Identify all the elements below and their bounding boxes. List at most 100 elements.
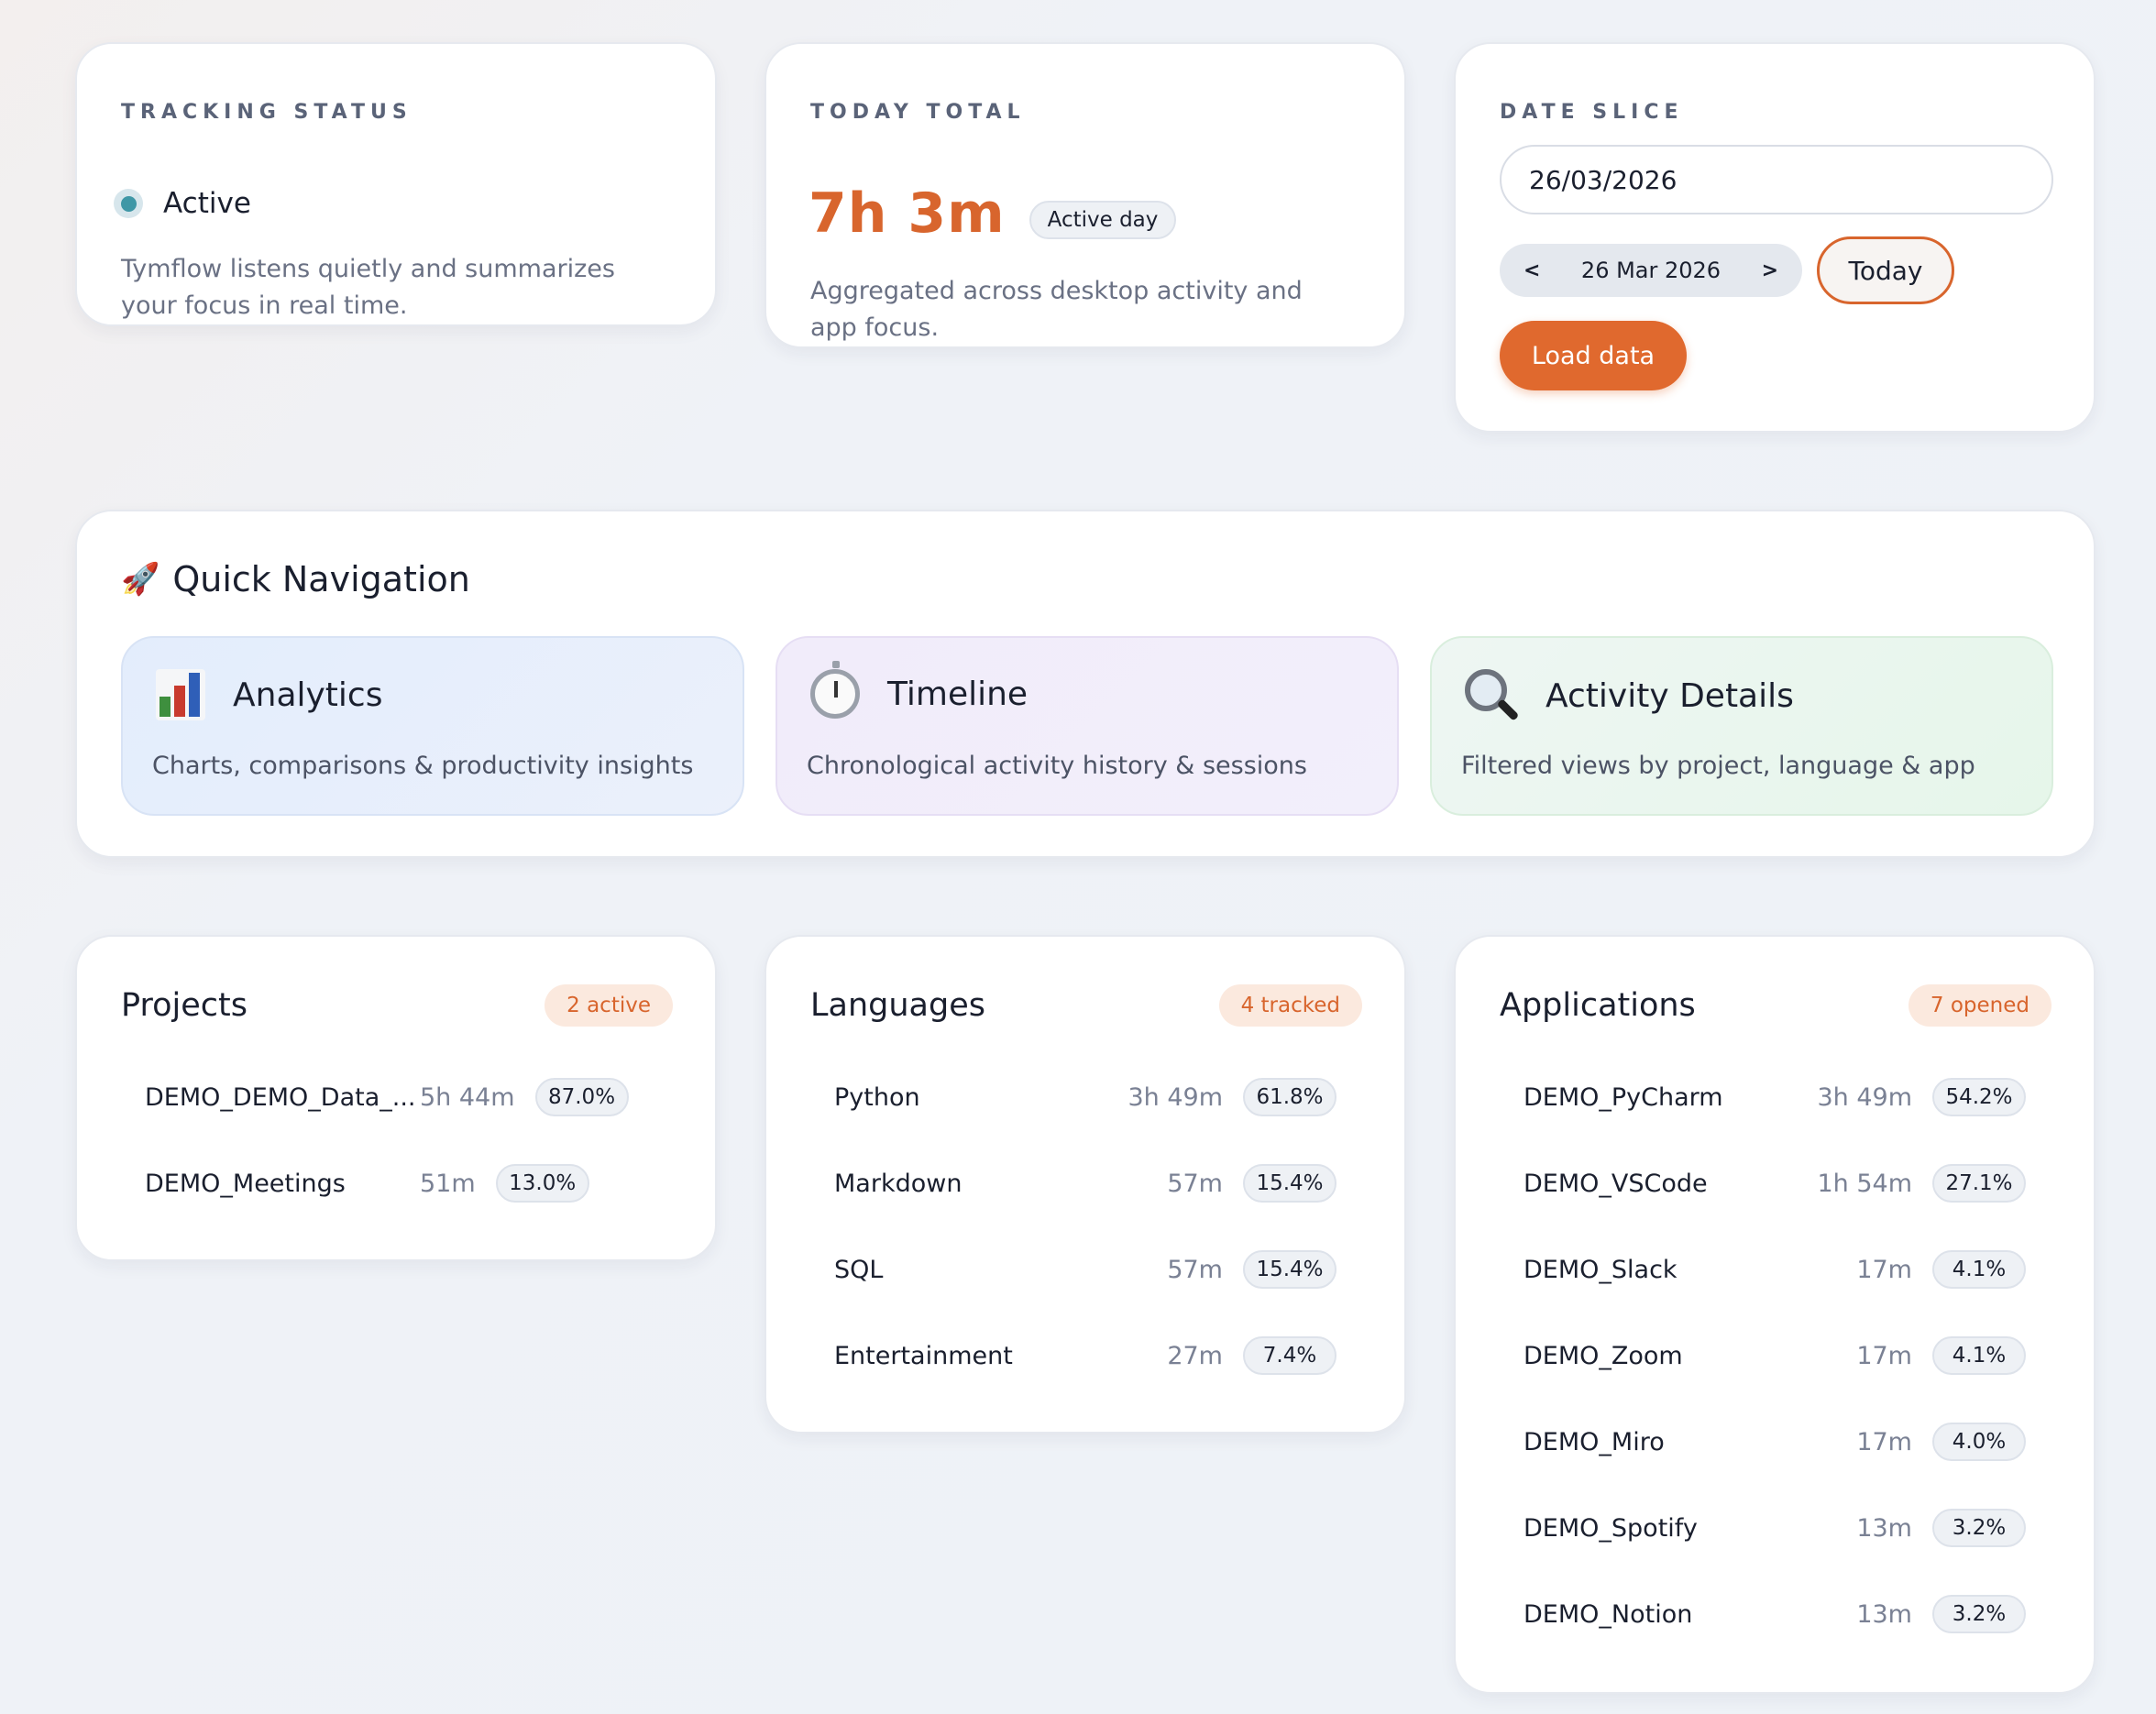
application-percent-badge: 3.2%	[1932, 1509, 2026, 1547]
tracking-status-kicker: TRACKING STATUS	[121, 101, 412, 124]
list-item[interactable]: DEMO_Spotify 13m 3.2%	[1524, 1505, 2026, 1551]
list-item[interactable]: DEMO_Notion 13m 3.2%	[1524, 1591, 2026, 1637]
next-day-button[interactable]: >	[1761, 258, 1778, 282]
current-date-label: 26 Mar 2026	[1580, 258, 1722, 283]
language-name: Python	[834, 1082, 920, 1112]
tracking-status-description-line2: your focus in real time.	[121, 291, 408, 320]
project-duration: 51m	[420, 1169, 476, 1198]
list-item[interactable]: DEMO_PyCharm 3h 49m 54.2%	[1524, 1074, 2026, 1120]
languages-header: Languages 4 tracked	[810, 984, 1362, 1027]
timeline-tile-description: Chronological activity history & session…	[807, 752, 1307, 780]
project-percent-badge: 87.0%	[534, 1078, 629, 1116]
application-duration: 3h 49m	[1817, 1082, 1912, 1112]
language-duration: 57m	[1167, 1169, 1223, 1198]
timeline-tile-head: Timeline	[810, 661, 1028, 719]
rocket-icon: 🚀	[121, 561, 160, 598]
status-row: Active	[114, 187, 251, 220]
load-data-button[interactable]: Load data	[1500, 321, 1687, 390]
language-name: Entertainment	[834, 1341, 1013, 1370]
project-duration: 5h 44m	[420, 1082, 515, 1112]
date-slice-card: DATE SLICE < 26 Mar 2026 > Today Load da…	[1454, 42, 2096, 433]
applications-card: Applications 7 opened DEMO_PyCharm 3h 49…	[1454, 935, 2096, 1694]
quick-navigation-title: Quick Navigation	[172, 559, 470, 599]
projects-title: Projects	[121, 987, 248, 1024]
language-percent-badge: 15.4%	[1243, 1250, 1336, 1289]
project-name: DEMO_Meetings	[145, 1169, 346, 1198]
stopwatch-icon	[810, 661, 860, 719]
activity-details-tile-title: Activity Details	[1546, 676, 1794, 715]
application-percent-badge: 27.1%	[1932, 1164, 2026, 1203]
list-item[interactable]: DEMO_Slack 17m 4.1%	[1524, 1247, 2026, 1292]
analytics-tile-title: Analytics	[233, 676, 383, 714]
application-duration: 17m	[1856, 1427, 1912, 1456]
language-duration: 57m	[1167, 1255, 1223, 1284]
date-slice-kicker: DATE SLICE	[1500, 101, 1684, 124]
date-stepper: < 26 Mar 2026 >	[1500, 244, 1802, 297]
quick-navigation-header: 🚀 Quick Navigation	[121, 559, 470, 599]
previous-day-button[interactable]: <	[1524, 258, 1541, 282]
application-name: DEMO_Notion	[1524, 1599, 1693, 1629]
today-total-description-line2: app focus.	[810, 313, 940, 342]
application-name: DEMO_Miro	[1524, 1427, 1665, 1456]
application-duration: 17m	[1856, 1255, 1912, 1284]
activity-details-tile-head: Activity Details	[1465, 669, 1794, 722]
languages-card: Languages 4 tracked Python 3h 49m 61.8% …	[764, 935, 1406, 1434]
list-item[interactable]: Python 3h 49m 61.8%	[834, 1074, 1336, 1120]
today-total-description-line1: Aggregated across desktop activity and	[810, 277, 1303, 305]
today-total-value: 7h 3m	[808, 181, 1006, 246]
application-name: DEMO_VSCode	[1524, 1169, 1708, 1198]
list-item[interactable]: DEMO_Zoom 17m 4.1%	[1524, 1333, 2026, 1379]
applications-count-badge: 7 opened	[1908, 984, 2052, 1027]
today-total-kicker: TODAY TOTAL	[810, 101, 1026, 124]
application-duration: 1h 54m	[1817, 1169, 1912, 1198]
list-item[interactable]: DEMO_VSCode 1h 54m 27.1%	[1524, 1160, 2026, 1206]
magnifier-icon	[1465, 669, 1518, 722]
application-duration: 13m	[1856, 1599, 1912, 1629]
tracking-status-description-line1: Tymflow listens quietly and summarizes	[121, 255, 615, 283]
nav-tile-analytics[interactable]: Analytics Charts, comparisons & producti…	[121, 636, 744, 816]
language-percent-badge: 15.4%	[1243, 1164, 1336, 1203]
application-duration: 13m	[1856, 1513, 1912, 1543]
tracking-status-description: Tymflow listens quietly and summarizes y…	[121, 251, 615, 324]
today-total-row: 7h 3m Active day	[808, 181, 1177, 246]
application-name: DEMO_Spotify	[1524, 1513, 1698, 1543]
language-duration: 3h 49m	[1128, 1082, 1223, 1112]
application-name: DEMO_Slack	[1524, 1255, 1678, 1284]
date-input[interactable]	[1500, 145, 2053, 214]
application-percent-badge: 4.0%	[1932, 1423, 2026, 1461]
list-item[interactable]: Markdown 57m 15.4%	[834, 1160, 1336, 1206]
language-percent-badge: 7.4%	[1243, 1336, 1336, 1375]
application-duration: 17m	[1856, 1341, 1912, 1370]
activity-details-tile-description: Filtered views by project, language & ap…	[1461, 752, 1975, 780]
application-percent-badge: 4.1%	[1932, 1336, 2026, 1375]
application-percent-badge: 4.1%	[1932, 1250, 2026, 1289]
application-name: DEMO_PyCharm	[1524, 1082, 1723, 1112]
applications-title: Applications	[1500, 987, 1696, 1024]
applications-header: Applications 7 opened	[1500, 984, 2052, 1027]
nav-tile-timeline[interactable]: Timeline Chronological activity history …	[776, 636, 1399, 816]
tracking-status-card: TRACKING STATUS Active Tymflow listens q…	[75, 42, 717, 326]
bar-chart-icon	[156, 669, 205, 720]
today-button[interactable]: Today	[1817, 236, 1954, 304]
analytics-tile-head: Analytics	[156, 669, 382, 720]
projects-card: Projects 2 active DEMO_DEMO_Data_... 5h …	[75, 935, 717, 1261]
project-name: DEMO_DEMO_Data_...	[145, 1082, 416, 1112]
language-duration: 27m	[1167, 1341, 1223, 1370]
active-day-badge: Active day	[1028, 201, 1177, 239]
list-item[interactable]: DEMO_Miro 17m 4.0%	[1524, 1419, 2026, 1465]
analytics-tile-description: Charts, comparisons & productivity insig…	[152, 752, 694, 780]
projects-header: Projects 2 active	[121, 984, 673, 1027]
list-item[interactable]: DEMO_Meetings 51m 13.0%	[145, 1160, 647, 1206]
nav-tile-activity-details[interactable]: Activity Details Filtered views by proje…	[1430, 636, 2053, 816]
list-item[interactable]: Entertainment 27m 7.4%	[834, 1333, 1336, 1379]
application-name: DEMO_Zoom	[1524, 1341, 1683, 1370]
list-item[interactable]: DEMO_DEMO_Data_... 5h 44m 87.0%	[145, 1074, 647, 1120]
language-name: Markdown	[834, 1169, 962, 1198]
list-item[interactable]: SQL 57m 15.4%	[834, 1247, 1336, 1292]
languages-title: Languages	[810, 987, 985, 1024]
language-name: SQL	[834, 1255, 884, 1284]
timeline-tile-title: Timeline	[887, 675, 1028, 713]
application-percent-badge: 54.2%	[1932, 1078, 2026, 1116]
status-label: Active	[163, 187, 251, 220]
quick-navigation-card: 🚀 Quick Navigation Analytics Charts, com…	[75, 510, 2096, 858]
